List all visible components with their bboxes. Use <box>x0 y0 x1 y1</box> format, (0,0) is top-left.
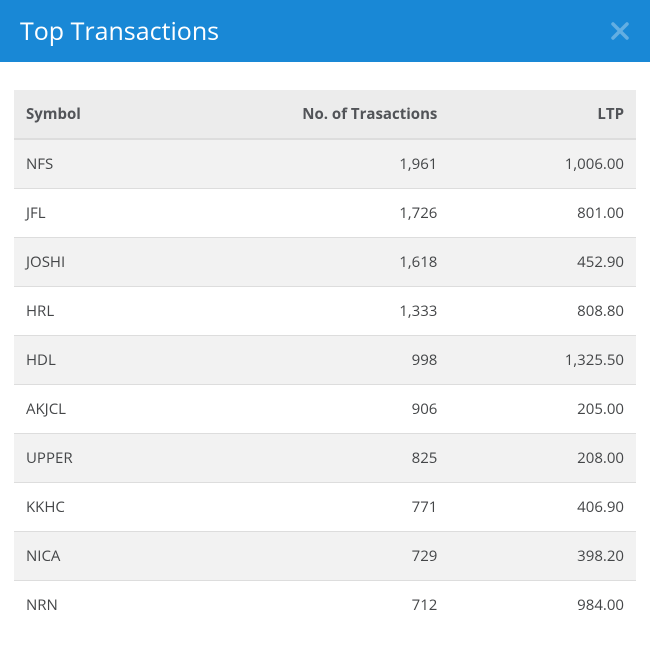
cell-ltp: 808.80 <box>449 287 636 336</box>
cell-symbol: JOSHI <box>14 238 201 287</box>
col-header-symbol: Symbol <box>14 90 201 139</box>
cell-symbol: NICA <box>14 532 201 581</box>
cell-symbol: KKHC <box>14 483 201 532</box>
cell-symbol: NFS <box>14 139 201 189</box>
table-header-row: Symbol No. of Trasactions LTP <box>14 90 636 139</box>
table-row: JOSHI1,618452.90 <box>14 238 636 287</box>
cell-transactions: 1,333 <box>201 287 450 336</box>
table-row: HDL9981,325.50 <box>14 336 636 385</box>
table-row: UPPER825208.00 <box>14 434 636 483</box>
table-row: NFS1,9611,006.00 <box>14 139 636 189</box>
col-header-transactions: No. of Trasactions <box>201 90 450 139</box>
modal-title: Top Transactions <box>20 14 219 48</box>
table-row: AKJCL906205.00 <box>14 385 636 434</box>
close-icon[interactable] <box>610 21 630 41</box>
modal-header: Top Transactions <box>0 0 650 62</box>
cell-ltp: 208.00 <box>449 434 636 483</box>
cell-transactions: 906 <box>201 385 450 434</box>
cell-transactions: 1,726 <box>201 189 450 238</box>
transactions-table: Symbol No. of Trasactions LTP NFS1,9611,… <box>14 90 636 629</box>
cell-ltp: 1,325.50 <box>449 336 636 385</box>
cell-ltp: 398.20 <box>449 532 636 581</box>
cell-ltp: 205.00 <box>449 385 636 434</box>
cell-transactions: 729 <box>201 532 450 581</box>
table-row: JFL1,726801.00 <box>14 189 636 238</box>
table-row: NICA729398.20 <box>14 532 636 581</box>
cell-symbol: JFL <box>14 189 201 238</box>
cell-symbol: NRN <box>14 581 201 630</box>
table-row: KKHC771406.90 <box>14 483 636 532</box>
cell-symbol: AKJCL <box>14 385 201 434</box>
cell-transactions: 1,618 <box>201 238 450 287</box>
cell-ltp: 406.90 <box>449 483 636 532</box>
table-row: NRN712984.00 <box>14 581 636 630</box>
cell-symbol: HRL <box>14 287 201 336</box>
cell-transactions: 771 <box>201 483 450 532</box>
cell-symbol: HDL <box>14 336 201 385</box>
cell-ltp: 984.00 <box>449 581 636 630</box>
cell-transactions: 825 <box>201 434 450 483</box>
cell-transactions: 998 <box>201 336 450 385</box>
cell-ltp: 801.00 <box>449 189 636 238</box>
cell-symbol: UPPER <box>14 434 201 483</box>
table-row: HRL1,333808.80 <box>14 287 636 336</box>
cell-transactions: 1,961 <box>201 139 450 189</box>
col-header-ltp: LTP <box>449 90 636 139</box>
cell-ltp: 452.90 <box>449 238 636 287</box>
cell-ltp: 1,006.00 <box>449 139 636 189</box>
cell-transactions: 712 <box>201 581 450 630</box>
modal-body: Symbol No. of Trasactions LTP NFS1,9611,… <box>0 62 650 629</box>
